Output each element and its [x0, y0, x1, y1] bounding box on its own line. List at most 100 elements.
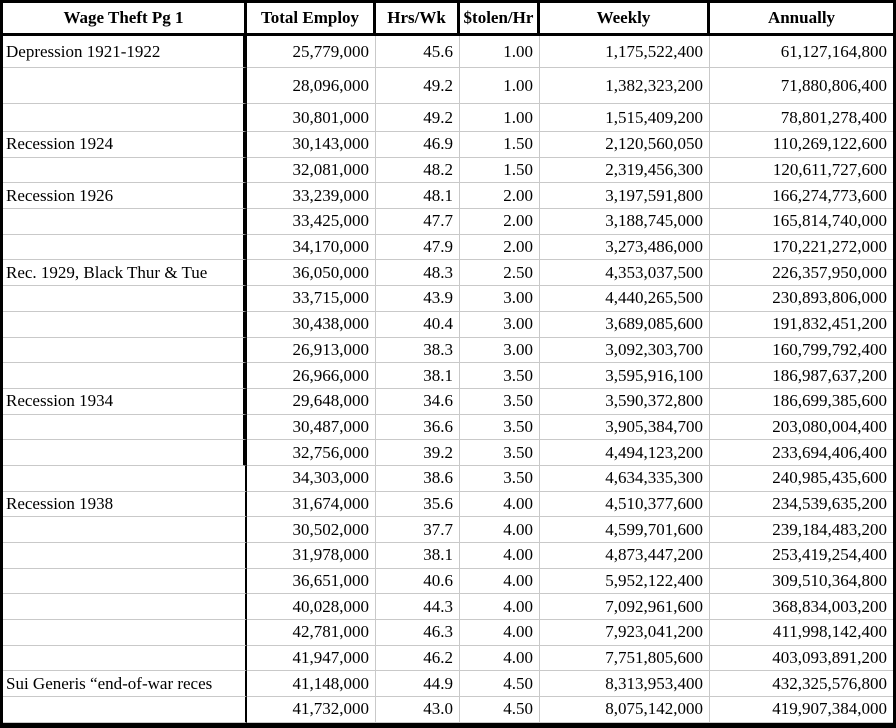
total-employ-cell[interactable]: 36,651,000 — [247, 568, 376, 595]
total-employ-cell[interactable]: 36,050,000 — [247, 260, 376, 287]
stolen-hr-cell[interactable]: 2.00 — [460, 209, 540, 235]
hrs-wk-cell[interactable]: 39.2 — [376, 440, 460, 466]
weekly-cell[interactable]: 3,197,591,800 — [540, 183, 710, 210]
weekly-cell[interactable]: 4,873,447,200 — [540, 543, 710, 569]
annually-cell[interactable]: 432,325,576,800 — [710, 671, 893, 698]
event-label-cell[interactable]: Depression 1921-1922 — [3, 36, 247, 68]
column-header-annually[interactable]: Annually — [767, 8, 836, 27]
annually-cell[interactable]: 110,269,122,600 — [710, 132, 893, 158]
event-label-cell[interactable] — [3, 645, 247, 672]
weekly-cell[interactable]: 7,092,961,600 — [540, 594, 710, 621]
weekly-cell[interactable]: 4,634,335,300 — [540, 465, 710, 492]
stolen-hr-cell[interactable]: 1.00 — [460, 68, 540, 104]
event-label-cell[interactable] — [3, 440, 247, 466]
total-employ-cell[interactable]: 29,648,000 — [247, 388, 376, 415]
event-label-cell[interactable] — [3, 543, 247, 569]
stolen-hr-cell[interactable]: 2.50 — [460, 260, 540, 287]
event-label-cell[interactable] — [3, 363, 247, 389]
hrs-wk-cell[interactable]: 48.3 — [376, 260, 460, 287]
event-label-cell[interactable] — [3, 286, 247, 312]
hrs-wk-cell[interactable]: 40.6 — [376, 568, 460, 595]
weekly-cell[interactable]: 3,595,916,100 — [540, 363, 710, 389]
hrs-wk-cell[interactable]: 46.9 — [376, 132, 460, 158]
event-label-cell[interactable] — [3, 568, 247, 595]
weekly-cell[interactable]: 7,751,805,600 — [540, 645, 710, 672]
stolen-hr-cell[interactable]: 1.00 — [460, 36, 540, 68]
stolen-hr-cell[interactable]: 1.00 — [460, 104, 540, 132]
annually-cell[interactable]: 71,880,806,400 — [710, 68, 893, 104]
stolen-hr-cell[interactable]: 4.50 — [460, 697, 540, 723]
event-label-cell[interactable] — [3, 414, 247, 441]
hrs-wk-cell[interactable]: 38.1 — [376, 363, 460, 389]
total-employ-cell[interactable]: 42,781,000 — [247, 620, 376, 646]
total-employ-cell[interactable]: 33,715,000 — [247, 286, 376, 312]
hrs-wk-cell[interactable]: 36.6 — [376, 414, 460, 441]
hrs-wk-cell[interactable]: 38.3 — [376, 337, 460, 364]
column-header-weekly[interactable]: Weekly — [540, 3, 710, 33]
stolen-hr-cell[interactable]: 3.50 — [460, 414, 540, 441]
annually-cell[interactable]: 191,832,451,200 — [710, 312, 893, 338]
annually-cell[interactable]: 233,694,406,400 — [710, 440, 893, 466]
stolen-hr-cell[interactable]: 1.50 — [460, 132, 540, 158]
weekly-cell[interactable]: 4,510,377,600 — [540, 491, 710, 518]
total-employ-cell[interactable]: 25,779,000 — [247, 36, 376, 68]
annually-cell[interactable]: 166,274,773,600 — [710, 183, 893, 210]
annually-cell[interactable]: 160,799,792,400 — [710, 338, 893, 364]
annually-cell[interactable]: 411,998,142,400 — [710, 620, 893, 646]
annually-cell[interactable]: 165,814,740,000 — [710, 209, 893, 235]
total-employ-cell[interactable]: 32,081,000 — [247, 157, 376, 184]
weekly-cell[interactable]: 3,689,085,600 — [540, 311, 710, 338]
annually-cell[interactable]: 403,093,891,200 — [710, 646, 893, 672]
annually-cell[interactable]: 226,357,950,000 — [710, 260, 893, 287]
column-header-hrs-wk[interactable]: Hrs/Wk — [376, 3, 460, 33]
annually-cell[interactable]: 239,184,483,200 — [710, 517, 893, 543]
weekly-cell[interactable]: 3,092,303,700 — [540, 337, 710, 364]
total-employ-cell[interactable]: 31,674,000 — [247, 491, 376, 518]
hrs-wk-cell[interactable]: 40.4 — [376, 311, 460, 338]
hrs-wk-cell[interactable]: 38.1 — [376, 543, 460, 569]
hrs-wk-cell[interactable]: 47.9 — [376, 234, 460, 261]
hrs-wk-cell[interactable]: 34.6 — [376, 388, 460, 415]
weekly-cell[interactable]: 1,175,522,400 — [540, 36, 710, 68]
hrs-wk-cell[interactable]: 49.2 — [376, 68, 460, 104]
weekly-cell[interactable]: 3,273,486,000 — [540, 234, 710, 261]
total-employ-cell[interactable]: 26,913,000 — [247, 337, 376, 364]
annually-cell[interactable]: 368,834,003,200 — [710, 594, 893, 621]
weekly-cell[interactable]: 2,319,456,300 — [540, 157, 710, 184]
event-label-cell[interactable] — [3, 465, 247, 492]
annually-cell[interactable]: 253,419,254,400 — [710, 543, 893, 569]
column-header-stolen-hr[interactable]: $tolen/Hr — [460, 3, 540, 33]
annually-cell[interactable]: 230,893,806,000 — [710, 286, 893, 312]
total-employ-cell[interactable]: 30,801,000 — [247, 104, 376, 132]
weekly-cell[interactable]: 5,952,122,400 — [540, 568, 710, 595]
event-label-cell[interactable] — [3, 594, 247, 621]
stolen-hr-cell[interactable]: 3.50 — [460, 465, 540, 492]
event-label-cell[interactable]: Recession 1938 — [3, 491, 247, 518]
total-employ-cell[interactable]: 30,502,000 — [247, 517, 376, 543]
total-employ-cell[interactable]: 30,487,000 — [247, 414, 376, 441]
hrs-wk-cell[interactable]: 43.0 — [376, 697, 460, 723]
stolen-hr-cell[interactable]: 4.00 — [460, 645, 540, 672]
hrs-wk-cell[interactable]: 47.7 — [376, 209, 460, 235]
stolen-hr-cell[interactable]: 4.00 — [460, 491, 540, 518]
stolen-hr-cell[interactable]: 3.50 — [460, 388, 540, 415]
annually-cell[interactable]: 309,510,364,800 — [710, 569, 893, 595]
hrs-wk-cell[interactable]: 49.2 — [376, 104, 460, 132]
stolen-hr-cell[interactable]: 1.50 — [460, 157, 540, 184]
stolen-hr-cell[interactable]: 4.00 — [460, 517, 540, 543]
stolen-hr-cell[interactable]: 2.00 — [460, 183, 540, 210]
hrs-wk-cell[interactable]: 37.7 — [376, 517, 460, 543]
total-employ-cell[interactable]: 41,732,000 — [247, 697, 376, 723]
stolen-hr-cell[interactable]: 3.00 — [460, 337, 540, 364]
total-employ-cell[interactable]: 40,028,000 — [247, 594, 376, 621]
weekly-cell[interactable]: 4,440,265,500 — [540, 286, 710, 312]
event-label-cell[interactable] — [3, 337, 247, 364]
weekly-cell[interactable]: 8,313,953,400 — [540, 671, 710, 698]
event-label-cell[interactable] — [3, 620, 247, 646]
stolen-hr-cell[interactable]: 4.00 — [460, 568, 540, 595]
total-employ-cell[interactable]: 34,303,000 — [247, 465, 376, 492]
weekly-cell[interactable]: 1,515,409,200 — [540, 104, 710, 132]
hrs-wk-cell[interactable]: 43.9 — [376, 286, 460, 312]
weekly-cell[interactable]: 3,590,372,800 — [540, 388, 710, 415]
total-employ-cell[interactable]: 34,170,000 — [247, 234, 376, 261]
